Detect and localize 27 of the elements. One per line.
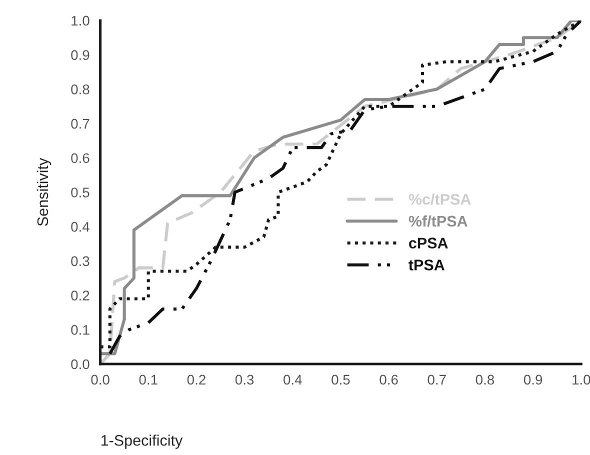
x-tick-label: 0.6 (380, 374, 398, 385)
x-axis-title: 1-Specificity (101, 434, 183, 449)
x-tick-label: 0.1 (139, 374, 158, 385)
y-tick-label: 0.1 (71, 324, 90, 335)
x-tick-label: 0.2 (187, 374, 206, 385)
y-tick-label: 0.4 (71, 222, 90, 232)
y-tick-label: 0.9 (71, 50, 90, 60)
x-tick-label: 1.0 (572, 374, 590, 385)
legend-label: cPSA (409, 238, 448, 248)
x-tick-label: 0.0 (91, 374, 110, 385)
y-tick-label: 0.2 (71, 290, 90, 300)
y-tick-label: 0.7 (71, 118, 90, 129)
x-tick-label: 0.3 (235, 374, 254, 385)
y-tick-label: 0.8 (71, 84, 90, 94)
y-axis-title: Sensitivity (36, 158, 52, 226)
y-tick-label: 0.0 (71, 359, 90, 370)
x-tick-label: 0.7 (428, 374, 446, 385)
y-tick-label: 0.3 (71, 256, 90, 266)
x-tick-label: 0.5 (332, 374, 350, 385)
legend-label: %f/tPSA (408, 215, 468, 227)
x-tick-label: 0.4 (284, 374, 302, 385)
x-tick-label: 0.9 (524, 374, 542, 385)
y-tick-label: 1.0 (72, 16, 90, 26)
x-tick-label: 0.8 (476, 374, 494, 385)
y-tick-label: 0.5 (71, 188, 90, 198)
y-tick-label: 0.6 (71, 153, 90, 164)
legend-label: tPSA (408, 260, 444, 270)
